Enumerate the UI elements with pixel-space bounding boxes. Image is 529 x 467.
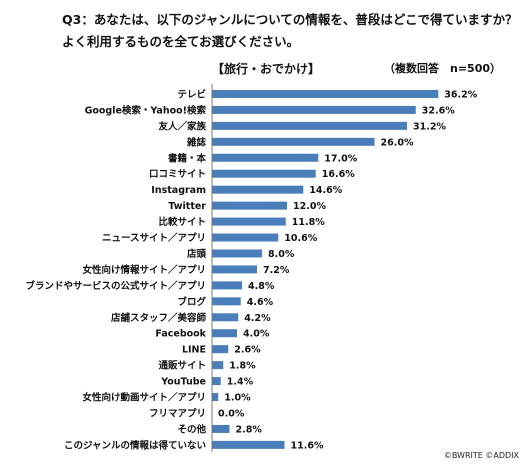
- bar: [212, 89, 439, 98]
- category-label: 友人／家族: [157, 120, 206, 132]
- category-label: 【旅行・おでかけ】: [212, 62, 321, 76]
- category-label: 店頭: [187, 248, 207, 260]
- category-label: このジャンルの情報は得ていない: [64, 439, 206, 451]
- category-label: 女性向け動画サイト／アプリ: [82, 392, 206, 404]
- bar: [212, 217, 286, 226]
- bar: [212, 153, 319, 162]
- category-label: ニュースサイト／アプリ: [102, 232, 206, 244]
- data-label: 4.6%: [247, 297, 274, 308]
- bar: [212, 377, 221, 386]
- data-label: 26.0%: [381, 137, 414, 148]
- bar: [212, 313, 239, 322]
- data-label: 0.0%: [218, 408, 245, 419]
- data-label: 10.6%: [284, 233, 317, 244]
- data-label: 1.4%: [227, 377, 254, 388]
- category-label: 比較サイト: [158, 216, 206, 228]
- bar: [212, 281, 242, 290]
- bar: [212, 440, 285, 449]
- category-label: Google検索・Yahoo!検索: [85, 104, 207, 116]
- bar: [212, 105, 416, 114]
- data-label: 17.0%: [324, 153, 357, 164]
- bar: [212, 201, 287, 210]
- bar: [212, 265, 257, 274]
- bar: [212, 297, 241, 306]
- bar: [212, 361, 224, 370]
- bar: [212, 233, 279, 242]
- data-label: 2.6%: [234, 345, 261, 356]
- bar: [212, 169, 316, 178]
- category-label: Facebook: [155, 329, 206, 340]
- question-line-2: よく利用するものを全てお選びください。: [62, 34, 300, 49]
- category-label: テレビ: [177, 88, 206, 100]
- bar: [212, 329, 237, 338]
- data-label: 7.2%: [263, 265, 290, 276]
- data-label: 12.0%: [293, 201, 326, 212]
- category-label: 雑誌: [186, 136, 207, 148]
- credit: ©BWRITE ©ADDIX: [443, 451, 519, 460]
- data-label: 14.6%: [309, 185, 342, 196]
- category-label: 書籍・本: [168, 152, 207, 164]
- bar: [212, 393, 219, 402]
- question-line-1: Q3：あなたは、以下のジャンルについての情報を、普段はどこで得ていますか？: [62, 12, 518, 27]
- data-label: 11.8%: [292, 217, 325, 228]
- category-label: 店舗スタッフ／美容師: [111, 312, 207, 324]
- data-label: 2.8%: [236, 424, 263, 435]
- bar: [212, 345, 229, 354]
- data-label: 36.2%: [444, 89, 477, 100]
- category-label: 女性向け情報サイト／アプリ: [82, 264, 206, 276]
- category-label: 口コミサイト: [149, 169, 206, 180]
- data-label: 16.6%: [322, 169, 355, 180]
- bars-layer: テレビ 36.2% Google検索・Yahoo!検索 32.6% 友人／家族 31.2%…: [25, 84, 478, 452]
- bar: [212, 137, 375, 146]
- data-label: 4.2%: [244, 313, 271, 324]
- category-label: その他: [177, 423, 206, 435]
- data-label: 1.0%: [224, 393, 251, 404]
- data-label: 32.6%: [422, 105, 455, 116]
- data-label: 11.6%: [291, 440, 324, 451]
- bar: [212, 185, 304, 194]
- data-label: 1.8%: [229, 361, 256, 372]
- category-label: 通販サイト: [158, 360, 206, 372]
- data-label: 8.0%: [268, 249, 295, 260]
- category-label: ブランドやサービスの公式サイト／アプリ: [25, 280, 206, 292]
- category-label: Instagram: [151, 185, 206, 196]
- category-label: フリマアプリ: [149, 407, 206, 419]
- bar: [212, 121, 407, 130]
- category-label: LINE: [182, 345, 206, 356]
- bar: [212, 424, 230, 433]
- category-label: ブログ: [177, 296, 206, 308]
- sample-note: （複数回答 n=500）: [384, 62, 502, 75]
- data-label: 31.2%: [413, 121, 446, 132]
- bar-chart: テレビ 36.2% Google検索・Yahoo!検索 32.6% 友人／家族 31.2%…: [25, 84, 478, 452]
- category-label: YouTube: [160, 377, 206, 388]
- data-label: 4.0%: [243, 329, 270, 340]
- data-label: 4.8%: [248, 281, 275, 292]
- bar: [212, 249, 262, 258]
- category-label: Twitter: [168, 201, 206, 212]
